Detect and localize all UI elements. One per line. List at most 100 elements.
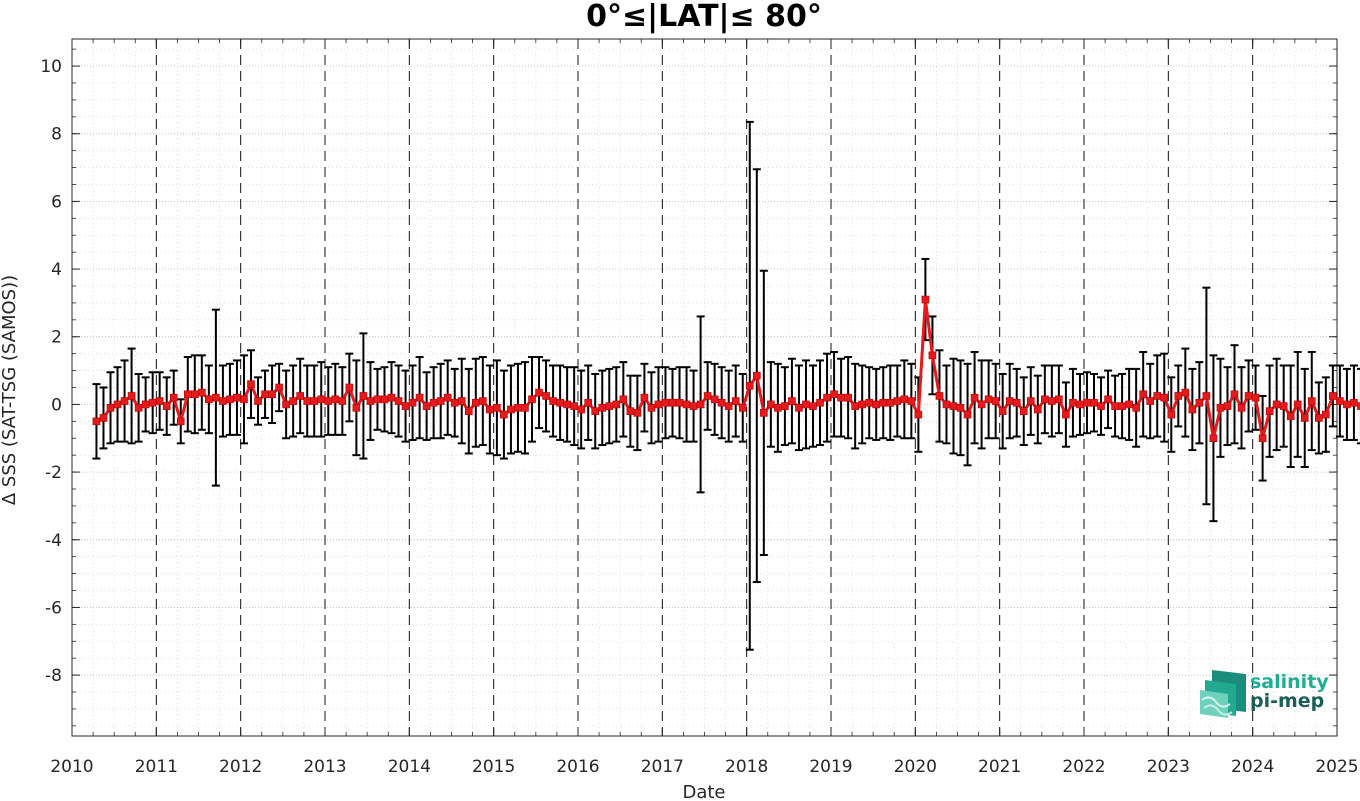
data-point <box>984 395 993 404</box>
data-point <box>963 410 972 419</box>
data-point <box>1188 405 1197 414</box>
data-point <box>486 405 494 414</box>
data-point <box>1012 398 1021 407</box>
data-point <box>1118 402 1126 410</box>
data-point <box>387 393 396 402</box>
data-point <box>443 393 452 402</box>
grid <box>72 39 1337 736</box>
data-point <box>1146 397 1155 405</box>
data-point <box>788 397 796 405</box>
data-point <box>1083 398 1091 407</box>
data-point <box>275 383 283 392</box>
data-point <box>928 351 937 360</box>
data-point <box>1104 395 1112 404</box>
data-point <box>563 400 571 409</box>
data-point <box>626 407 635 415</box>
x-tick-label: 2017 <box>641 757 684 777</box>
data-point <box>696 400 705 409</box>
data-point <box>886 398 895 407</box>
data-point <box>535 388 543 397</box>
data-point <box>647 404 656 412</box>
data-point <box>549 397 557 405</box>
data-point <box>591 407 600 415</box>
data-point <box>1307 397 1316 405</box>
year-lines <box>155 39 1254 736</box>
data-point <box>872 400 881 409</box>
data-point <box>1230 390 1239 399</box>
data-point <box>970 393 979 402</box>
data-point <box>450 398 459 407</box>
data-point <box>731 397 740 405</box>
data-point <box>1132 404 1140 412</box>
data-point <box>1216 404 1225 412</box>
data-point <box>556 398 564 407</box>
data-point <box>303 397 312 405</box>
wave-logo-icon <box>1200 670 1246 718</box>
data-point <box>1329 392 1337 400</box>
data-point <box>1041 395 1049 404</box>
data-point <box>1055 395 1063 404</box>
data-point <box>1300 414 1309 422</box>
data-point <box>802 400 810 409</box>
data-point <box>394 397 403 405</box>
data-point <box>717 398 726 407</box>
data-point <box>1026 397 1035 405</box>
data-point <box>935 392 944 400</box>
data-point <box>514 404 522 412</box>
data-point <box>289 397 297 405</box>
data-point <box>584 398 593 407</box>
data-point <box>120 397 129 405</box>
x-tick-label: 2019 <box>809 757 852 777</box>
data-point <box>1336 397 1344 405</box>
data-point <box>331 395 340 404</box>
y-tick-labels: -8 -6 -4 -2 0 2 4 6 8 10 <box>40 57 62 686</box>
y-tick-label: 10 <box>40 57 62 77</box>
data-point <box>296 392 304 400</box>
x-tick-label: 2013 <box>303 757 346 777</box>
data-point <box>710 395 719 404</box>
data-point <box>738 404 747 412</box>
data-point <box>1286 412 1295 421</box>
data-point <box>1139 390 1147 399</box>
data-point <box>1076 400 1084 409</box>
data-point <box>837 393 845 402</box>
y-tick-label: 0 <box>51 395 62 415</box>
data-point <box>401 402 410 410</box>
data-point <box>689 402 698 410</box>
data-point <box>795 404 803 412</box>
x-tick-label: 2012 <box>219 757 262 777</box>
data-point <box>429 398 438 407</box>
data-point <box>844 393 852 402</box>
data-point <box>605 402 614 410</box>
data-point <box>169 393 178 402</box>
data-point <box>282 400 290 409</box>
data-point <box>1272 400 1281 409</box>
x-tick-label: 2024 <box>1231 757 1274 777</box>
data-point <box>893 397 902 405</box>
data-point <box>472 398 480 407</box>
x-tick-label: 2010 <box>50 757 93 777</box>
data-point <box>359 392 368 400</box>
x-tick-label: 2014 <box>388 757 431 777</box>
data-point <box>92 417 101 426</box>
data-point <box>113 400 122 409</box>
chart-title: 0°≤|LAT|≤ 80° <box>586 0 822 34</box>
data-point <box>830 390 838 399</box>
data-point <box>1174 392 1183 400</box>
data-point <box>183 390 192 399</box>
salinity-pi-mep-logo: salinity pi-mep <box>1200 670 1329 718</box>
data-point <box>1209 434 1218 443</box>
data-point <box>457 397 466 405</box>
data-point <box>1343 400 1351 409</box>
y-tick-label: -6 <box>45 598 62 618</box>
data-point <box>753 371 761 380</box>
data-point <box>1258 434 1267 443</box>
data-point <box>366 397 375 405</box>
data-point <box>415 393 424 402</box>
error-bar <box>1356 367 1360 445</box>
data-point <box>865 398 874 407</box>
data-point <box>436 397 445 405</box>
data-point <box>254 397 262 405</box>
data-point <box>148 398 157 407</box>
data-point <box>1315 414 1323 422</box>
